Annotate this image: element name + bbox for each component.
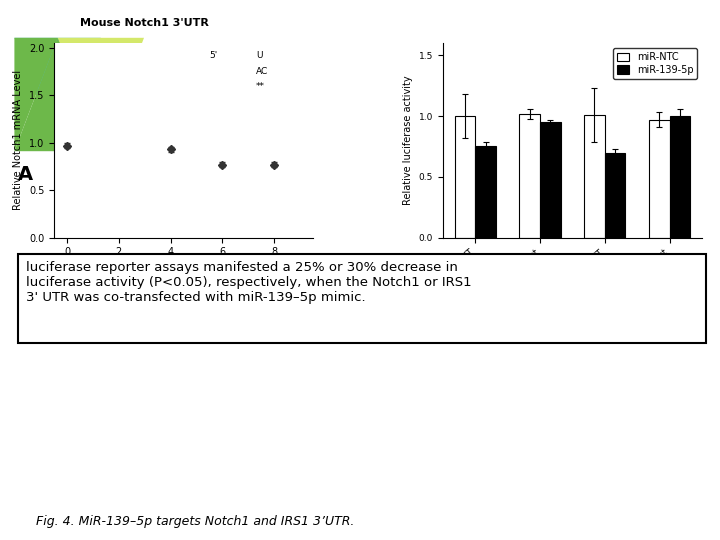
Text: U: U <box>256 51 263 60</box>
Text: Fig. 4. MiR-139–5p targets Notch1 and IRS1 3’UTR.: Fig. 4. MiR-139–5p targets Notch1 and IR… <box>36 515 354 528</box>
Polygon shape <box>58 38 144 151</box>
Bar <box>605 152 626 238</box>
Y-axis label: Relative Notch1 mRNA Level: Relative Notch1 mRNA Level <box>14 70 23 211</box>
Polygon shape <box>14 38 101 151</box>
Bar <box>649 120 670 238</box>
Y-axis label: Relative luciferase activity: Relative luciferase activity <box>403 76 413 205</box>
Legend: miR-NTC, miR-139-5p: miR-NTC, miR-139-5p <box>613 48 697 79</box>
Bar <box>540 122 561 238</box>
Polygon shape <box>14 38 58 151</box>
Polygon shape <box>14 38 101 151</box>
Bar <box>584 115 605 238</box>
Bar <box>475 146 496 238</box>
Text: luciferase reporter assays manifested a 25% or 30% decrease in
luciferase activi: luciferase reporter assays manifested a … <box>26 261 472 304</box>
Bar <box>519 113 540 238</box>
Text: AC: AC <box>256 66 269 76</box>
Bar <box>454 116 475 238</box>
Text: 5': 5' <box>210 51 217 60</box>
FancyBboxPatch shape <box>18 254 706 343</box>
Text: **: ** <box>256 82 265 91</box>
Bar <box>670 116 690 238</box>
Text: A: A <box>18 165 33 184</box>
Text: Mouse Notch1 3'UTR: Mouse Notch1 3'UTR <box>81 18 209 28</box>
